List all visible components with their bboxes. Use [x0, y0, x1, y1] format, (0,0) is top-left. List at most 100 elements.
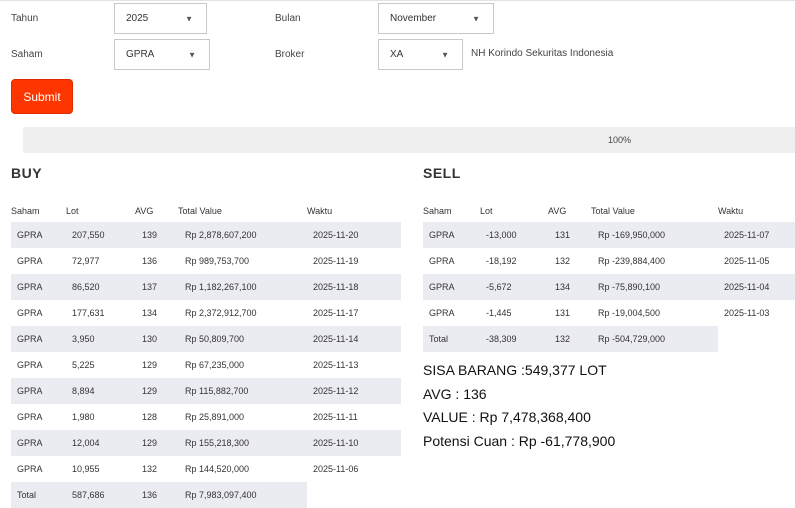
- empty-cell: [718, 326, 795, 352]
- cell-waktu: 2025-11-12: [307, 378, 401, 404]
- buy-table: Saham Lot AVG Total Value Waktu GPRA 207,…: [11, 200, 401, 508]
- cell-avg: 137: [135, 274, 178, 300]
- sell-header-avg: AVG: [548, 206, 567, 216]
- cell-lot: 177,631: [66, 300, 135, 326]
- table-row: GPRA 10,955 132 Rp 144,520,000 2025-11-06: [11, 456, 401, 482]
- progress-text: 100%: [608, 135, 632, 145]
- cell-saham: GPRA: [423, 274, 480, 300]
- cell-lot: 1,980: [66, 404, 135, 430]
- cell-lot: -13,000: [480, 222, 548, 248]
- chevron-down-icon: ▼: [188, 50, 196, 59]
- cell-saham: GPRA: [423, 222, 480, 248]
- buy-header-lot: Lot: [66, 206, 79, 216]
- top-divider: [0, 0, 795, 1]
- total-row: Total 587,686 136 Rp 7,983,097,400: [11, 482, 401, 508]
- saham-select[interactable]: GPRA ▼: [114, 39, 210, 70]
- sisa-barang: SISA BARANG :549,377 LOT: [423, 362, 607, 378]
- bulan-select[interactable]: November ▼: [378, 3, 494, 34]
- chevron-down-icon: ▼: [185, 14, 193, 23]
- broker-select[interactable]: XA ▼: [378, 39, 463, 70]
- cell-value: Rp 1,182,267,100: [178, 274, 307, 300]
- sell-header-total-value: Total Value: [591, 206, 635, 216]
- table-row: GPRA 207,550 139 Rp 2,878,607,200 2025-11-20: [11, 222, 401, 248]
- chevron-down-icon: ▼: [472, 14, 480, 23]
- table-row: GPRA -1,445 131 Rp -19,004,500 2025-11-03: [423, 300, 795, 326]
- cell-value: Rp -169,950,000: [591, 222, 718, 248]
- cell-waktu: 2025-11-14: [307, 326, 401, 352]
- buy-header-row: Saham Lot AVG Total Value Waktu: [11, 200, 401, 222]
- cell-waktu: 2025-11-10: [307, 430, 401, 456]
- bulan-value: November: [390, 13, 437, 24]
- table-row: GPRA -13,000 131 Rp -169,950,000 2025-11-07: [423, 222, 795, 248]
- cell-avg: 132: [135, 456, 178, 482]
- cell-value: Rp 25,891,000: [178, 404, 307, 430]
- cell-value: Rp 144,520,000: [178, 456, 307, 482]
- tahun-select[interactable]: 2025 ▼: [114, 3, 207, 34]
- cell-saham: GPRA: [11, 274, 66, 300]
- tahun-value: 2025: [126, 13, 149, 24]
- cell-saham: GPRA: [11, 300, 66, 326]
- cell-saham: GPRA: [11, 248, 66, 274]
- cell-lot: 3,950: [66, 326, 135, 352]
- cell-waktu: 2025-11-20: [307, 222, 401, 248]
- table-row: GPRA 177,631 134 Rp 2,372,912,700 2025-11-17: [11, 300, 401, 326]
- cell-waktu: 2025-11-13: [307, 352, 401, 378]
- buy-title: BUY: [11, 165, 43, 181]
- cell-value: Rp -239,884,400: [591, 248, 718, 274]
- table-row: GPRA 1,980 128 Rp 25,891,000 2025-11-11: [11, 404, 401, 430]
- submit-button[interactable]: Submit: [11, 79, 73, 114]
- cell-lot: 86,520: [66, 274, 135, 300]
- tahun-label: Tahun: [11, 13, 39, 24]
- cell-avg: 131: [548, 222, 591, 248]
- total-avg: 136: [135, 482, 178, 508]
- total-value: Rp 7,983,097,400: [178, 482, 307, 508]
- cell-avg: 129: [135, 378, 178, 404]
- cell-avg: 129: [135, 352, 178, 378]
- total-label: Total: [423, 326, 480, 352]
- cell-waktu: 2025-11-03: [718, 300, 795, 326]
- summary-avg: AVG : 136: [423, 386, 487, 402]
- cell-lot: -1,445: [480, 300, 548, 326]
- cell-avg: 131: [548, 300, 591, 326]
- broker-label: Broker: [275, 49, 305, 60]
- sell-title: SELL: [423, 165, 461, 181]
- progress-fill: [23, 127, 795, 153]
- chevron-down-icon: ▼: [441, 50, 449, 59]
- cell-lot: 8,894: [66, 378, 135, 404]
- table-row: GPRA 86,520 137 Rp 1,182,267,100 2025-11-18: [11, 274, 401, 300]
- sell-header-lot: Lot: [480, 206, 493, 216]
- cell-value: Rp 989,753,700: [178, 248, 307, 274]
- cell-lot: -18,192: [480, 248, 548, 274]
- empty-cell: [307, 482, 401, 508]
- buy-header-saham: Saham: [11, 206, 40, 216]
- potensi-cuan: Potensi Cuan : Rp -61,778,900: [423, 433, 616, 449]
- cell-avg: 134: [548, 274, 591, 300]
- saham-value: GPRA: [126, 49, 155, 60]
- cell-waktu: 2025-11-19: [307, 248, 401, 274]
- cell-waktu: 2025-11-07: [718, 222, 795, 248]
- cell-lot: 10,955: [66, 456, 135, 482]
- table-row: GPRA 5,225 129 Rp 67,235,000 2025-11-13: [11, 352, 401, 378]
- buy-header-total-value: Total Value: [178, 206, 222, 216]
- sell-header-waktu: Waktu: [718, 206, 744, 216]
- cell-saham: GPRA: [11, 430, 66, 456]
- cell-value: Rp 115,882,700: [178, 378, 307, 404]
- broker-value: XA: [390, 49, 404, 60]
- cell-lot: 12,004: [66, 430, 135, 456]
- cell-saham: GPRA: [11, 326, 66, 352]
- cell-avg: 132: [548, 248, 591, 274]
- cell-saham: GPRA: [423, 248, 480, 274]
- cell-saham: GPRA: [11, 456, 66, 482]
- cell-avg: 128: [135, 404, 178, 430]
- cell-value: Rp 155,218,300: [178, 430, 307, 456]
- cell-value: Rp -75,890,100: [591, 274, 718, 300]
- cell-lot: 207,550: [66, 222, 135, 248]
- cell-saham: GPRA: [11, 352, 66, 378]
- cell-value: Rp 50,809,700: [178, 326, 307, 352]
- cell-value: Rp 2,878,607,200: [178, 222, 307, 248]
- cell-value: Rp -19,004,500: [591, 300, 718, 326]
- sell-header-row: Saham Lot AVG Total Value Waktu: [423, 200, 795, 222]
- cell-lot: 5,225: [66, 352, 135, 378]
- cell-lot: -5,672: [480, 274, 548, 300]
- cell-value: Rp 67,235,000: [178, 352, 307, 378]
